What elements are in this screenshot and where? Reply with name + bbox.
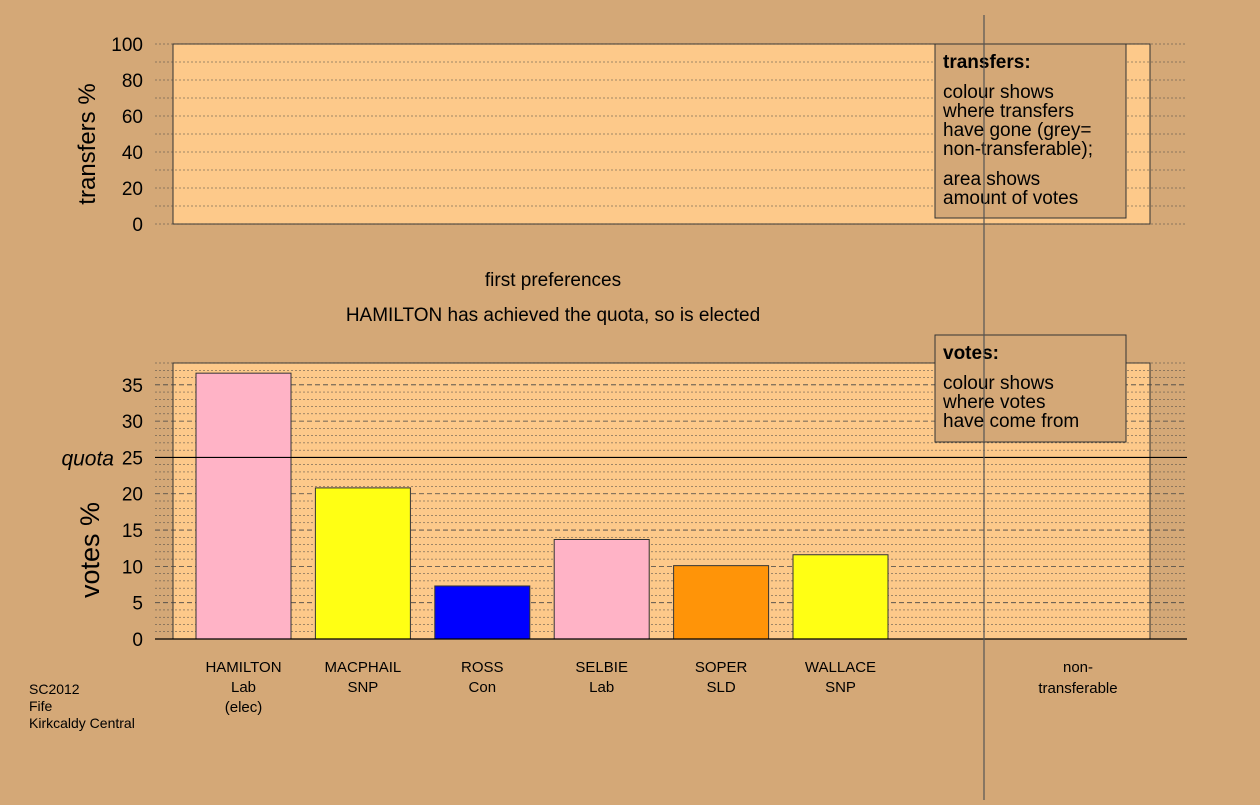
- footer-line: Fife: [29, 698, 53, 714]
- nontransferable-label: non- transferable: [1038, 659, 1117, 697]
- y-tick-label: 20: [122, 179, 143, 200]
- y-tick-label: 20: [122, 485, 143, 506]
- candidate-label-line: SELBIE: [575, 659, 628, 676]
- votes-legend-title: votes:: [943, 343, 999, 364]
- footer-line: SC2012: [29, 681, 80, 697]
- y-tick-label: 40: [122, 143, 143, 164]
- footer: SC2012 Fife Kirkcaldy Central: [29, 681, 135, 731]
- bar-macphail: [314, 487, 411, 640]
- candidate-label-line: WALLACE: [805, 659, 876, 676]
- transfers-legend-line: colour shows: [943, 82, 1054, 103]
- candidate-labels: HAMILTON Lab (elec) MACPHAIL SNP ROSS Con SELBI…: [205, 659, 876, 716]
- candidate-label-line: Con: [469, 679, 497, 696]
- bar-soper: [673, 565, 770, 640]
- votes-legend-line: have come from: [943, 411, 1079, 432]
- transfers-legend-line: where transfers: [942, 101, 1074, 122]
- quota-label: quota: [61, 447, 114, 470]
- y-tick-label: 0: [132, 215, 143, 236]
- votes-legend-line: colour shows: [943, 373, 1054, 394]
- y-tick-label: 30: [122, 412, 143, 433]
- bar-wallace: [792, 554, 889, 640]
- transfers-legend-line: non-transferable);: [943, 139, 1093, 160]
- vote-bars: [195, 372, 889, 640]
- transfers-y-axis-label: transfers %: [74, 83, 101, 204]
- y-tick-label: 35: [122, 376, 143, 397]
- votes-legend-line: where votes: [942, 392, 1045, 413]
- transfers-legend-line: area shows: [943, 169, 1040, 190]
- votes-y-axis-label: votes %: [75, 502, 105, 598]
- y-tick-label: 15: [122, 521, 143, 542]
- nontransferable-label-line: non-: [1063, 659, 1093, 676]
- transfers-legend-line: have gone (grey=: [943, 120, 1091, 141]
- candidate-label-line: SOPER: [695, 659, 748, 676]
- footer-line: Kirkcaldy Central: [29, 715, 135, 731]
- y-tick-label: 25: [122, 448, 143, 469]
- y-tick-label: 60: [122, 107, 143, 128]
- candidate-label-line: Lab: [589, 679, 614, 696]
- transfers-legend-box: transfers: colour shows where transfers …: [934, 43, 1127, 219]
- candidate-label-line: SNP: [825, 679, 856, 696]
- y-tick-label: 0: [132, 630, 143, 651]
- y-tick-label: 5: [132, 594, 143, 615]
- bar-ross: [434, 585, 531, 640]
- votes-panel: 0 5 10 15 20 25 30 35 quota votes % HAMILTON Lab…: [61, 334, 1187, 716]
- transfers-legend-line: amount of votes: [943, 188, 1078, 209]
- nontransferable-label-line: transferable: [1038, 680, 1117, 697]
- y-tick-label: 80: [122, 71, 143, 92]
- chart-title: first preferences: [485, 270, 621, 291]
- y-tick-label: 10: [122, 557, 143, 578]
- bar-selbie: [553, 538, 650, 640]
- votes-legend-box: votes: colour shows where votes have com…: [934, 334, 1127, 443]
- candidate-label-line: Lab: [231, 679, 256, 696]
- candidate-label-line: HAMILTON: [205, 659, 281, 676]
- candidate-label-line: SNP: [347, 679, 378, 696]
- candidate-label-line: (elec): [225, 699, 263, 716]
- candidate-label-line: MACPHAIL: [325, 659, 402, 676]
- transfers-legend-title: transfers:: [943, 52, 1031, 73]
- candidate-label-line: ROSS: [461, 659, 504, 676]
- transfers-y-ticks: 0 20 40 60 80 100: [111, 35, 143, 236]
- transfers-panel: 0 20 40 60 80 100 transfers % transfers: colo…: [74, 35, 1187, 236]
- candidate-label-line: SLD: [707, 679, 736, 696]
- votes-y-ticks: 0 5 10 15 20 25 30 35: [122, 376, 143, 651]
- bar-hamilton: [195, 372, 292, 640]
- chart-subtitle: HAMILTON has achieved the quota, so is e…: [346, 305, 760, 326]
- y-tick-label: 100: [111, 35, 143, 56]
